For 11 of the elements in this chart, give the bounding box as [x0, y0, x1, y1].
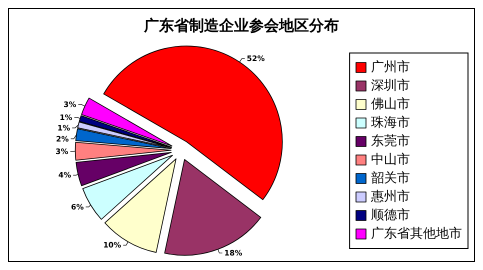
legend-label: 惠州市 — [370, 190, 410, 204]
legend-label: 佛山市 — [371, 97, 410, 112]
legend-label: 东莞市 — [371, 134, 410, 149]
chart-title: 广东省制造企业参会地区分布 — [143, 16, 339, 34]
legend-label: 珠海市 — [371, 116, 410, 130]
legend-label: 韶关市 — [371, 171, 410, 186]
legend-label: 广东省其他地市 — [371, 226, 462, 242]
legend-label: 顺德市 — [371, 208, 410, 223]
legend-label: 中山市 — [371, 152, 410, 168]
legend-label: 广州市 — [371, 60, 410, 75]
legend-label: 深圳市 — [371, 78, 410, 94]
